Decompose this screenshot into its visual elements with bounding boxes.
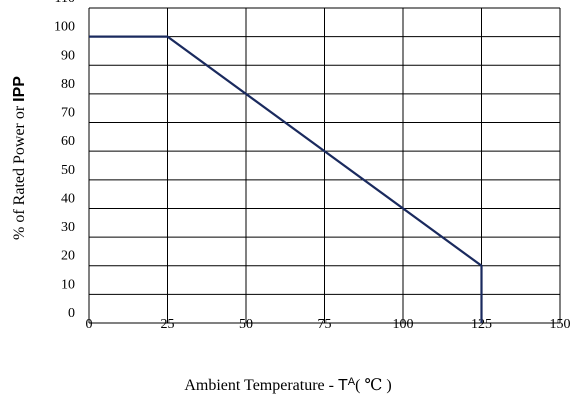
y-tick-label: 50 [61,163,75,178]
x-tick-label: 125 [471,317,492,332]
y-axis-label: % of Rated Power or IPP [11,76,28,240]
y-tick-labels: 1101009080706050403020100 [54,0,75,321]
y-tick-label: 40 [61,191,75,206]
y-tick-label: 110 [55,0,75,6]
y-tick-label: 10 [61,277,75,292]
y-tick-label: 80 [61,77,75,92]
y-tick-label: 70 [61,106,75,121]
y-tick-label: 60 [61,134,75,149]
y-tick-label: 0 [68,306,75,321]
y-tick-label: 100 [54,20,75,35]
x-tick-label: 75 [318,317,332,332]
chart-grid [88,7,561,324]
x-tick-label: 150 [550,317,571,332]
x-tick-labels: 0 25 50 75 100 125 150 [86,317,571,332]
x-axis-label: Ambient Temperature - TA( ℃ ) [184,376,391,394]
x-tick-label: 100 [393,317,414,332]
y-tick-label: 90 [61,48,75,63]
y-tick-label: 30 [61,220,75,235]
y-tick-label: 20 [61,249,75,264]
x-tick-label: 25 [161,317,175,332]
x-tick-label: 50 [239,317,253,332]
series-line [89,35,483,323]
x-tick-label: 0 [86,317,93,332]
